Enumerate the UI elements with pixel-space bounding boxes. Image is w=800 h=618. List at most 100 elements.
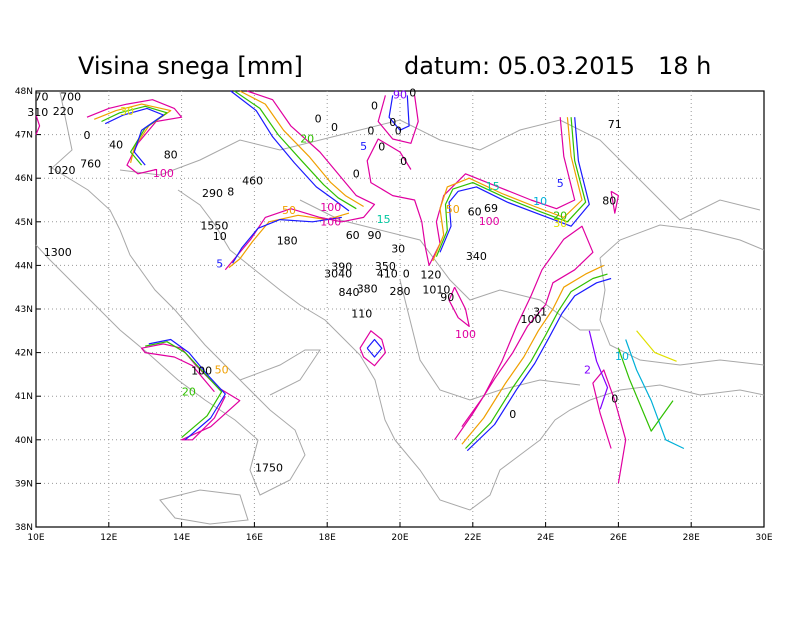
border-lines-3 — [399, 279, 581, 401]
y-tick-label: 42N — [15, 349, 33, 359]
station-value-label: 90 — [440, 291, 454, 304]
station-value-label: 0 — [403, 268, 410, 281]
station-value-label: 8 — [227, 186, 234, 199]
station-value-label: 0 — [389, 116, 396, 129]
station-value-label: 0 — [84, 129, 91, 142]
contour-line-c100 — [359, 330, 386, 367]
contour-line-c5 — [466, 277, 612, 452]
station-value-label: 69 — [484, 202, 498, 215]
contour-level-label: 100 — [479, 215, 500, 228]
contour-level-label: 100 — [320, 201, 341, 214]
station-value-label: 390 — [331, 261, 352, 274]
contour-level-label: 100 — [455, 328, 476, 341]
station-value-label: 100 — [191, 364, 212, 377]
station-value-label: 840 — [339, 286, 360, 299]
x-tick-label: 26E — [610, 533, 627, 543]
x-tick-label: 22E — [464, 533, 481, 543]
station-value-label: 350 — [375, 260, 396, 273]
x-tick-label: 10E — [27, 533, 44, 543]
contour-level-label: 5 — [557, 177, 564, 190]
station-value-label: 80 — [164, 149, 178, 162]
contour-level-label: 15 — [486, 180, 500, 193]
station-value-label: 340 — [466, 250, 487, 263]
coastline-black-sea — [599, 224, 765, 259]
station-value-label: 1020 — [48, 164, 76, 177]
coastline-aegean — [589, 384, 765, 401]
station-value-label: 30 — [391, 242, 405, 255]
contour-line-c5 — [439, 117, 590, 253]
station-value-label: 1010 — [422, 284, 450, 297]
contour-line-c100 — [448, 286, 470, 327]
contour-line-c5 — [230, 90, 350, 212]
station-value-label: 180 — [277, 235, 298, 248]
station-value-label: 0 — [400, 155, 407, 168]
contour-line-c5 — [148, 338, 226, 441]
contour-level-label: 100 — [153, 167, 174, 180]
station-value-label: 0 — [353, 167, 360, 180]
x-tick-label: 12E — [100, 533, 117, 543]
contour-line-c100 — [35, 114, 41, 135]
contour-line-c100 — [454, 225, 594, 441]
contour-level-label: 50 — [282, 204, 296, 217]
contour-line-c50 — [239, 90, 364, 208]
coastline-italy-heel — [239, 349, 321, 396]
y-tick-label: 43N — [15, 305, 33, 315]
x-tick-label: 14E — [173, 533, 190, 543]
contour-line-c5 — [388, 95, 410, 131]
contour-line-c50 — [461, 264, 605, 445]
contour-level-label: 10 — [615, 350, 629, 363]
contour-line-c100 — [86, 99, 183, 175]
station-value-label: 40 — [109, 139, 123, 152]
contour-level-label: 50 — [215, 364, 229, 377]
border-lines-2 — [299, 199, 600, 331]
station-value-label: 3040 — [324, 268, 352, 281]
station-value-label: 760 — [80, 157, 101, 170]
x-tick-label: 30E — [755, 533, 772, 543]
station-value-label: 0 — [395, 125, 402, 138]
station-value-label: 460 — [242, 175, 263, 188]
contour-line-c100 — [610, 190, 620, 214]
station-value-label: 700 — [60, 91, 81, 104]
contour-line-c20 — [435, 117, 587, 257]
coastline-sicily — [159, 489, 249, 525]
y-tick-label: 41N — [15, 392, 33, 402]
contour-level-label: 100 — [320, 215, 341, 228]
x-tick-label: 28E — [683, 533, 700, 543]
y-tick-label: 38N — [15, 523, 33, 533]
coastline-greece — [394, 399, 591, 511]
contour-level-label: 5 — [216, 258, 223, 271]
station-value-label: 0 — [509, 408, 516, 421]
contour-level-label: 50 — [446, 203, 460, 216]
station-value-label: 290 — [202, 187, 223, 200]
station-value-label: 10 — [213, 230, 227, 243]
x-tick-label: 18E — [319, 533, 336, 543]
station-value-label: 0 — [315, 112, 322, 125]
station-value-label: 0 — [367, 125, 374, 138]
x-tick-label: 24E — [537, 533, 554, 543]
station-value-label: 100 — [521, 313, 542, 326]
station-value-label: 31 — [533, 306, 547, 319]
contour-line-c20 — [101, 105, 168, 166]
station-value-label: 1550 — [200, 220, 228, 233]
y-tick-label: 46N — [15, 174, 33, 184]
contour-line-c20 — [234, 90, 357, 210]
contour-line-c20 — [617, 347, 674, 432]
graticule — [36, 91, 764, 527]
station-value-label: 60 — [468, 205, 482, 218]
station-value-label: 0 — [371, 99, 378, 112]
station-value-label: 1300 — [44, 246, 72, 259]
station-value-label: 1750 — [255, 462, 283, 475]
contour-line-c30 — [636, 330, 677, 362]
station-value-label: 80 — [602, 194, 616, 207]
y-tick-label: 39N — [15, 479, 33, 489]
contour-line-c20 — [145, 341, 223, 439]
station-value-label: 110 — [351, 308, 372, 321]
contour-level-label: 30 — [120, 105, 134, 118]
station-value-label: 120 — [420, 269, 441, 282]
contour-level-label: 20 — [300, 132, 314, 145]
station-value-label: 220 — [53, 105, 74, 118]
contour-line-c5 — [104, 107, 164, 166]
station-value-label: 0 — [378, 141, 385, 154]
contour-line-c20 — [465, 273, 608, 449]
